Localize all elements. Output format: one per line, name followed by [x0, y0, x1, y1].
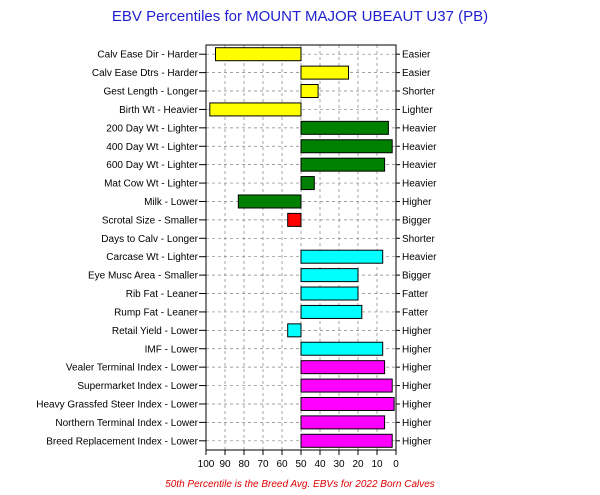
bar: [300, 433, 393, 448]
bar: [300, 415, 386, 430]
category-label: Birth Wt - Heavier: [119, 105, 199, 116]
bar: [300, 157, 386, 172]
direction-label: Easier: [402, 68, 431, 79]
chart-title: EBV Percentiles for MOUNT MAJOR UBEAUT U…: [112, 8, 488, 25]
direction-label: Higher: [402, 399, 432, 410]
bar: [300, 360, 386, 375]
category-label: 200 Day Wt - Lighter: [106, 123, 198, 134]
category-label: 400 Day Wt - Lighter: [106, 142, 198, 153]
bar: [300, 341, 384, 356]
bar: [287, 323, 302, 338]
x-tick-label: 30: [333, 459, 345, 470]
x-tick-label: 10: [371, 459, 383, 470]
direction-labels: Easier Easier Shorter Lighter Heavier Heavier…: [396, 50, 437, 447]
direction-label: Higher: [402, 418, 432, 429]
direction-label: Heavier: [402, 123, 437, 134]
bar: [300, 249, 384, 264]
bar: [300, 304, 363, 319]
bar: [237, 194, 302, 209]
category-label: Supermarket Index - Lower: [77, 381, 198, 392]
bar: [215, 47, 302, 62]
category-labels: Calv Ease Dir - Harder Calv Ease Dtrs - H…: [36, 50, 206, 447]
category-label: Gest Length - Longer: [103, 87, 198, 98]
chart-footnote: 50th Percentile is the Breed Avg. EBVs f…: [165, 479, 435, 490]
bar: [300, 84, 319, 99]
direction-label: Heavier: [402, 179, 437, 190]
x-tick-label: 20: [352, 459, 364, 470]
direction-label: Shorter: [402, 87, 435, 98]
category-label: Milk - Lower: [144, 197, 199, 208]
category-label: Heavy Grassfed Steer Index - Lower: [36, 399, 198, 410]
direction-label: Heavier: [402, 160, 437, 171]
category-label: Rib Fat - Leaner: [126, 289, 199, 300]
x-tick-label: 70: [257, 459, 269, 470]
direction-label: Shorter: [402, 234, 435, 245]
direction-label: Fatter: [402, 307, 429, 318]
category-label: Rump Fat - Leaner: [114, 307, 199, 318]
direction-label: Lighter: [402, 105, 433, 116]
direction-label: Higher: [402, 436, 432, 447]
category-label: Retail Yield - Lower: [112, 326, 199, 337]
bar: [300, 378, 393, 393]
direction-label: Heavier: [402, 142, 437, 153]
direction-label: Higher: [402, 344, 432, 355]
category-label: Scrotal Size - Smaller: [102, 215, 199, 226]
x-tick-label: 0: [393, 459, 399, 470]
category-label: IMF - Lower: [145, 344, 199, 355]
category-label: Carcase Wt - Lighter: [106, 252, 198, 263]
direction-label: Higher: [402, 326, 432, 337]
bar: [300, 176, 315, 191]
direction-label: Fatter: [402, 289, 429, 300]
category-label: Mat Cow Wt - Lighter: [104, 179, 199, 190]
x-tick-label: 100: [198, 459, 215, 470]
bar: [209, 102, 302, 117]
x-tick-label: 80: [238, 459, 250, 470]
direction-label: Bigger: [402, 271, 432, 282]
category-label: Days to Calv - Longer: [101, 234, 198, 245]
x-axis: 100 90 80 70 60 50 40 30 20 10 0: [198, 450, 399, 470]
bar: [300, 139, 393, 154]
category-label: 600 Day Wt - Lighter: [106, 160, 198, 171]
category-label: Northern Terminal Index - Lower: [55, 418, 198, 429]
category-label: Vealer Terminal Index - Lower: [66, 363, 199, 374]
bar: [300, 65, 349, 80]
bar: [300, 120, 389, 135]
bars: [209, 47, 395, 448]
direction-label: Higher: [402, 381, 432, 392]
bar: [300, 268, 359, 283]
bar: [300, 286, 359, 301]
x-tick-label: 50: [295, 459, 307, 470]
direction-label: Higher: [402, 363, 432, 374]
direction-label: Easier: [402, 50, 431, 61]
x-tick-label: 60: [276, 459, 288, 470]
direction-label: Higher: [402, 197, 432, 208]
direction-label: Heavier: [402, 252, 437, 263]
bar: [300, 396, 395, 411]
category-label: Calv Ease Dir - Harder: [97, 50, 198, 61]
direction-label: Bigger: [402, 215, 432, 226]
category-label: Breed Replacement Index - Lower: [46, 436, 198, 447]
category-label: Eye Musc Area - Smaller: [88, 271, 199, 282]
x-tick-label: 40: [314, 459, 326, 470]
bar: [287, 212, 302, 227]
category-label: Calv Ease Dtrs - Harder: [92, 68, 199, 79]
x-tick-label: 90: [219, 459, 231, 470]
